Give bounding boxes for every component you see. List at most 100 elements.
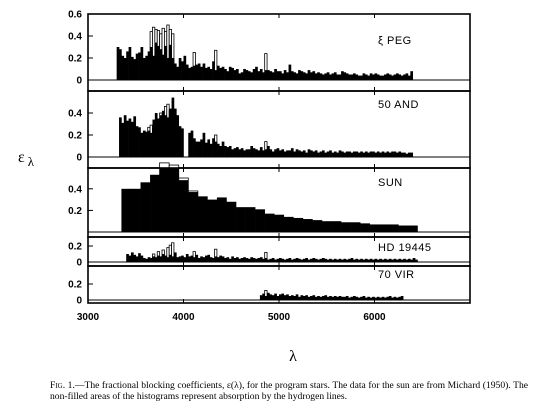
blocking-bar [388,224,399,232]
y-tick-label: 0 [76,258,82,269]
blocking-bar [212,61,215,80]
blocking-bar [279,71,282,80]
blocking-bar [364,258,368,262]
blocking-bar [405,153,409,157]
blocking-bar [209,257,213,262]
blocking-bar [257,258,261,262]
blocking-bar [310,72,313,80]
blocking-bar [314,258,318,262]
blocking-bar [321,258,325,262]
blocking-bar [326,296,330,300]
blocking-bar [159,167,170,232]
blocking-bar [369,297,373,300]
blocking-bar [281,258,285,262]
blocking-bar [312,151,316,157]
blocking-bar [204,142,208,157]
blocking-bar [286,72,289,80]
blocking-bar [343,72,347,80]
blocking-bar [135,256,139,262]
blocking-bar [262,72,265,80]
blocking-bar [290,148,294,157]
blocking-bar [116,47,120,80]
blocking-bar [302,296,306,300]
blocking-bar [395,73,399,80]
blocking-bar [157,118,160,157]
blocking-bar [357,297,361,300]
blocking-bar [388,152,392,157]
blocking-bar [295,294,299,300]
blocking-bar [357,152,361,157]
blocking-bar [345,296,349,300]
blocking-bar [341,296,344,300]
blocking-bar [324,73,328,80]
blocking-bar [331,73,335,80]
blocking-bar [329,74,332,80]
blocking-bar [407,75,411,80]
blocking-bar [317,72,320,80]
blocking-bar [403,258,406,262]
blocking-bar [276,71,280,80]
blocking-bar [398,296,402,300]
blocking-bar [140,132,144,157]
blocking-bar [236,147,239,157]
panel-70-vir: 0 0.2 70 VIR [68,265,471,307]
star-label: HD 19445 [378,242,432,254]
blocking-bar [314,73,318,80]
blocking-bar [204,67,208,80]
blocking-bar [319,296,323,300]
blocking-bar [264,258,268,262]
blocking-bar [410,71,413,80]
blocking-bar [259,295,263,300]
blocking-bar [121,122,125,157]
blocking-bar [353,259,356,262]
y-tick-label: 0 [76,296,82,307]
blocking-bar [298,70,301,80]
y-tick-label: 0.2 [68,280,82,291]
blocking-bar [336,74,339,80]
blocking-bar [236,207,246,232]
blocking-bar [386,259,390,262]
blocking-bar [395,259,399,262]
blocking-bar [128,118,132,157]
blocking-bar [164,255,168,262]
blocking-bar [240,148,244,157]
blocking-bar [209,69,213,80]
blocking-bar [133,116,137,157]
star-label: ξ PEG [378,35,412,47]
blocking-bar [276,258,280,262]
blocking-bar [341,151,344,157]
blocking-bar [228,258,232,262]
blocking-bar [128,47,132,80]
blocking-bar [310,150,313,157]
blocking-bar [333,296,337,300]
blocking-bar [376,151,380,157]
blocking-bar [369,224,380,232]
blocking-bar [200,139,203,157]
blocking-bar [307,149,311,157]
blocking-bar [226,147,230,157]
blocking-bar [255,258,258,262]
blocking-bar [150,47,153,80]
panel-peg: 0 0.2 0.4 0.6 ξ PEG [68,10,471,92]
x-axis: 3000 4000 5000 6000 [77,312,386,323]
blocking-bar [152,55,156,80]
blocking-bar [243,150,246,157]
blocking-bar [400,296,404,300]
blocking-bar [150,132,153,157]
blocking-bar [388,74,392,80]
blocking-bar [329,150,332,157]
blocking-bar [269,294,273,300]
blocking-bar [221,256,225,262]
blocking-bar [398,225,409,232]
blocking-bar [133,254,137,262]
blocking-bar [321,150,325,157]
blocking-bar [176,66,180,80]
blocking-bar [398,74,402,80]
blocking-bar [355,74,359,80]
blocking-bar [331,221,342,232]
blocking-bar [245,149,249,157]
blocking-bar [271,258,275,262]
blocking-bar [271,295,275,300]
